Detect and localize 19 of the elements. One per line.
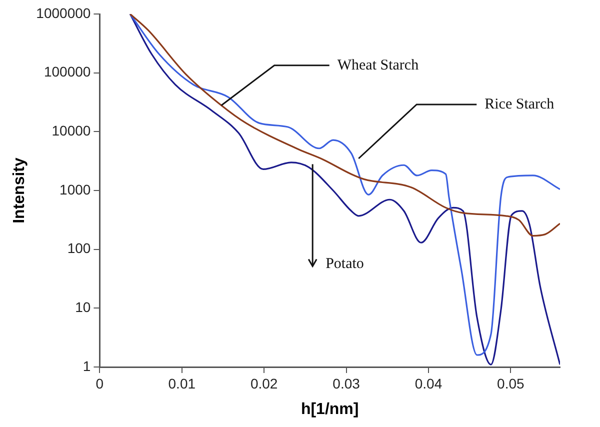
y-tick-label: 100000 bbox=[44, 64, 91, 80]
y-tick-label: 100 bbox=[67, 240, 91, 256]
x-tick-label: 0.04 bbox=[414, 375, 442, 392]
y-tick-label: 10 bbox=[75, 299, 91, 316]
x-tick-label: 0.01 bbox=[168, 375, 196, 392]
annotation: Wheat Starch bbox=[337, 57, 420, 74]
y-tick-label: 1 bbox=[82, 358, 91, 374]
y-axis-title: Intensity bbox=[11, 158, 28, 224]
x-axis-title: h[1/nm] bbox=[300, 400, 359, 418]
line-series bbox=[129, 14, 560, 237]
y-tick-label: 1000000 bbox=[36, 4, 91, 21]
y-tick-label: 10000 bbox=[52, 122, 91, 139]
x-tick-label: 0.05 bbox=[497, 375, 525, 392]
annotation: Rice Starch bbox=[484, 96, 555, 112]
annotation: Potato bbox=[326, 256, 364, 272]
x-tick-label: 0 bbox=[96, 375, 104, 392]
x-tick-label: 0.03 bbox=[332, 375, 360, 392]
x-tick-label: 0.02 bbox=[250, 375, 278, 392]
y-tick-label: 1000 bbox=[60, 181, 91, 198]
